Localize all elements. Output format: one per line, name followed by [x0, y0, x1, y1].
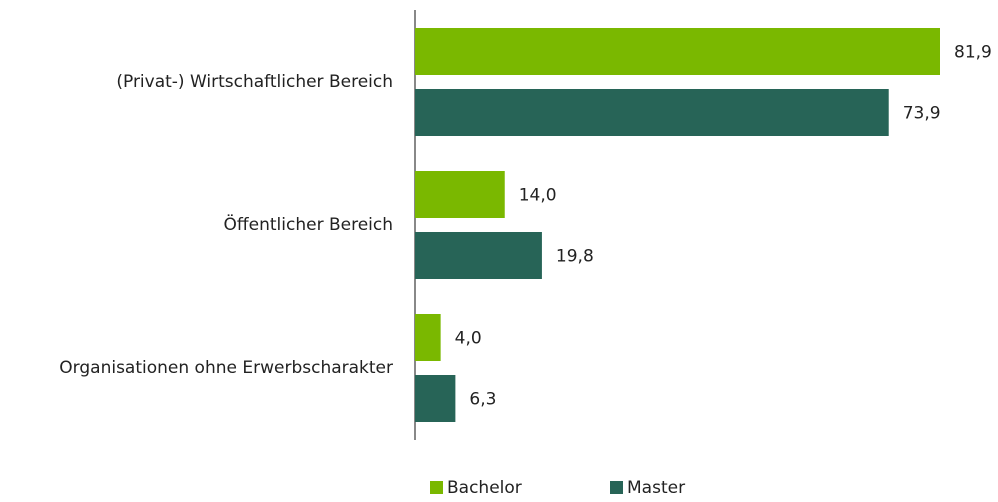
legend-swatch: [610, 481, 623, 494]
bar: [415, 171, 505, 218]
legend-label: Bachelor: [447, 478, 522, 498]
data-label: 19,8: [556, 247, 594, 267]
legend-swatch: [430, 481, 443, 494]
y-tick-label: (Privat-) Wirtschaftlicher Bereich: [116, 72, 393, 92]
bar: [415, 28, 940, 75]
data-label: 6,3: [469, 390, 496, 410]
data-label: 73,9: [903, 104, 941, 124]
bar: [415, 314, 441, 361]
bar: [415, 89, 889, 136]
y-tick-label: Öffentlicher Bereich: [224, 213, 393, 235]
data-label: 14,0: [519, 186, 557, 206]
data-label: 81,9: [954, 43, 992, 63]
data-label: 4,0: [455, 329, 482, 349]
y-tick-label: Organisationen ohne Erwerbscharakter: [59, 358, 393, 378]
bar: [415, 232, 542, 279]
legend-label: Master: [627, 478, 685, 498]
bar: [415, 375, 456, 422]
